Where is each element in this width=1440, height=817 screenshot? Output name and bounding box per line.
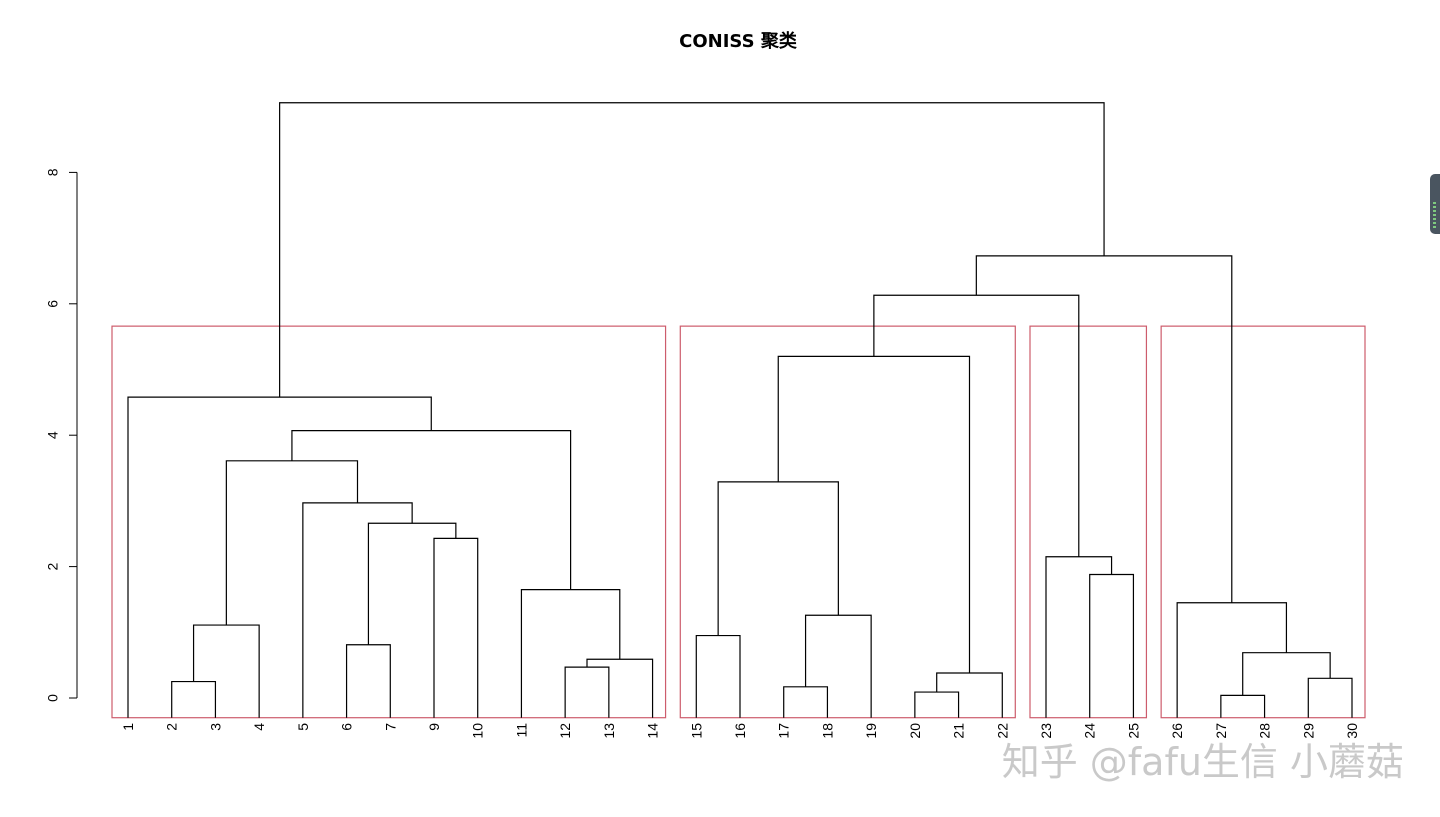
dendrogram-link — [783, 686, 829, 718]
leaf-label: 21 — [951, 723, 967, 739]
leaf-label: 22 — [994, 723, 1010, 739]
dendrogram-link — [1242, 652, 1331, 696]
dendrogram-link — [367, 522, 457, 645]
dendrogram-link — [717, 481, 839, 636]
dendrogram-link — [1045, 556, 1113, 718]
dendrogram-link — [127, 396, 432, 718]
dendrogram-link — [914, 691, 960, 718]
leaf-label: 17 — [776, 723, 792, 739]
dendrogram-link — [345, 644, 391, 718]
leaf-label: 25 — [1125, 723, 1141, 739]
leaf-label: 6 — [339, 723, 355, 731]
leaf-label: 15 — [688, 723, 704, 739]
dendrogram-link — [279, 102, 1105, 398]
dendrogram-link — [564, 666, 610, 718]
dendrogram-link — [936, 672, 1003, 718]
dendrogram-link — [291, 430, 572, 590]
dendrogram-tree — [127, 102, 1353, 718]
leaf-label: 11 — [513, 723, 529, 738]
dendrogram-link — [1220, 694, 1266, 718]
scroll-handle[interactable] — [1430, 174, 1440, 234]
leaf-label: 29 — [1300, 723, 1316, 739]
y-tick-label: 4 — [45, 431, 61, 439]
leaf-label: 3 — [207, 723, 223, 731]
leaf-label: 16 — [732, 723, 748, 739]
cluster-box — [111, 325, 667, 719]
leaf-label: 14 — [645, 723, 661, 739]
scroll-grip-icon — [1433, 202, 1436, 228]
cluster-box — [1160, 325, 1366, 719]
y-axis: 0 2 4 6 8 — [45, 168, 78, 702]
leaf-label: 24 — [1082, 723, 1098, 739]
cluster-box — [679, 325, 1016, 719]
y-tick-label: 8 — [45, 168, 61, 176]
leaf-label: 10 — [470, 723, 486, 739]
dendrogram-link — [225, 460, 359, 626]
leaf-label: 23 — [1038, 723, 1054, 739]
leaf-label: 30 — [1344, 723, 1360, 739]
dendrogram-link — [520, 588, 621, 718]
dendrogram-link — [695, 634, 741, 718]
leaf-label: 7 — [382, 723, 398, 731]
dendrogram-link — [433, 537, 479, 718]
y-tick-label: 2 — [45, 562, 61, 570]
dendrogram-link — [1089, 573, 1135, 718]
leaf-label: 20 — [907, 723, 923, 739]
dendrogram-link — [171, 680, 217, 718]
dendrogram-link — [975, 255, 1233, 603]
leaf-label: 4 — [251, 723, 267, 731]
y-tick-label: 0 — [45, 694, 61, 702]
dendrogram-link — [586, 658, 654, 718]
leaf-label: 27 — [1213, 723, 1229, 739]
leaf-label: 26 — [1169, 723, 1185, 739]
dendrogram-link — [804, 614, 872, 718]
leaf-label: 13 — [601, 723, 617, 739]
leaf-label: 28 — [1257, 723, 1273, 739]
cluster-box — [1029, 325, 1148, 719]
dendrogram-link — [192, 624, 260, 718]
dendrogram-link — [1307, 677, 1353, 718]
dendrogram-link — [1176, 602, 1288, 718]
y-tick-label: 6 — [45, 300, 61, 308]
dendrogram-link — [777, 355, 971, 674]
watermark: 知乎 @fafu生信 小蘑菇 — [1002, 740, 1404, 784]
chart-title: CONISS 聚类 — [679, 30, 798, 52]
leaf-labels: 1 2 3 4 5 6 7 9 10 11 12 13 14 15 16 17 18 19 20 21 22 23 24 25… — [120, 723, 1360, 739]
leaf-label: 1 — [120, 723, 136, 731]
cluster-boxes — [111, 325, 1366, 719]
leaf-label: 2 — [164, 723, 180, 731]
leaf-label: 12 — [557, 723, 573, 739]
leaf-label: 5 — [295, 723, 311, 731]
leaf-label: 9 — [426, 723, 442, 731]
dendrogram-link — [302, 502, 413, 718]
dendrogram-link — [873, 294, 1080, 557]
leaf-label: 19 — [863, 723, 879, 739]
leaf-label: 18 — [819, 723, 835, 739]
